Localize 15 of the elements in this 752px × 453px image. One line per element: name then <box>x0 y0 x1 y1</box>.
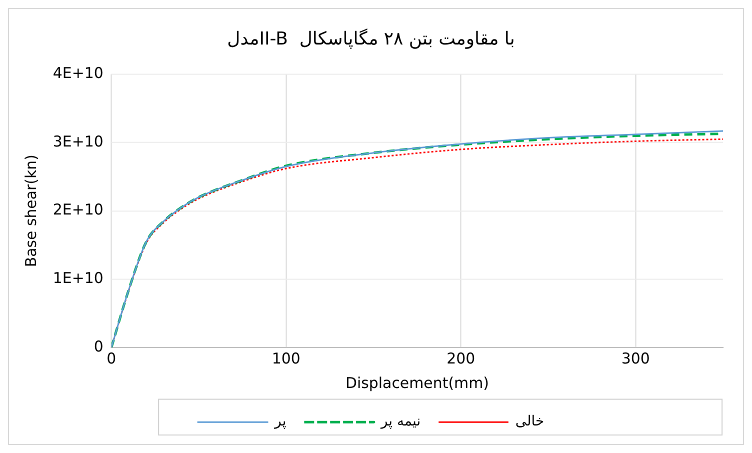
legend-label: پر <box>274 414 286 430</box>
legend-label: خالی <box>515 414 544 430</box>
legend-label: نیمه پر <box>380 414 421 430</box>
y-tick-label: 0 <box>94 337 104 356</box>
y-tick-label: 2E+10 <box>52 200 104 219</box>
chart-title: مدلII-B با مقاومت بتن ۲۸ مگاپاسکال <box>227 27 515 50</box>
y-tick-label: 1E+10 <box>52 269 104 288</box>
x-tick-label: 0 <box>106 349 116 368</box>
y-tick-label: 3E+10 <box>52 132 104 150</box>
y-tick-label: 4E+10 <box>52 64 104 82</box>
y-axis-title: Base shear(kn) <box>22 154 40 268</box>
x-axis-title: Displacement(mm) <box>345 374 490 392</box>
x-tick-label: 100 <box>272 349 300 368</box>
x-tick-label: 300 <box>621 349 650 368</box>
x-tick-label: 200 <box>446 349 476 368</box>
